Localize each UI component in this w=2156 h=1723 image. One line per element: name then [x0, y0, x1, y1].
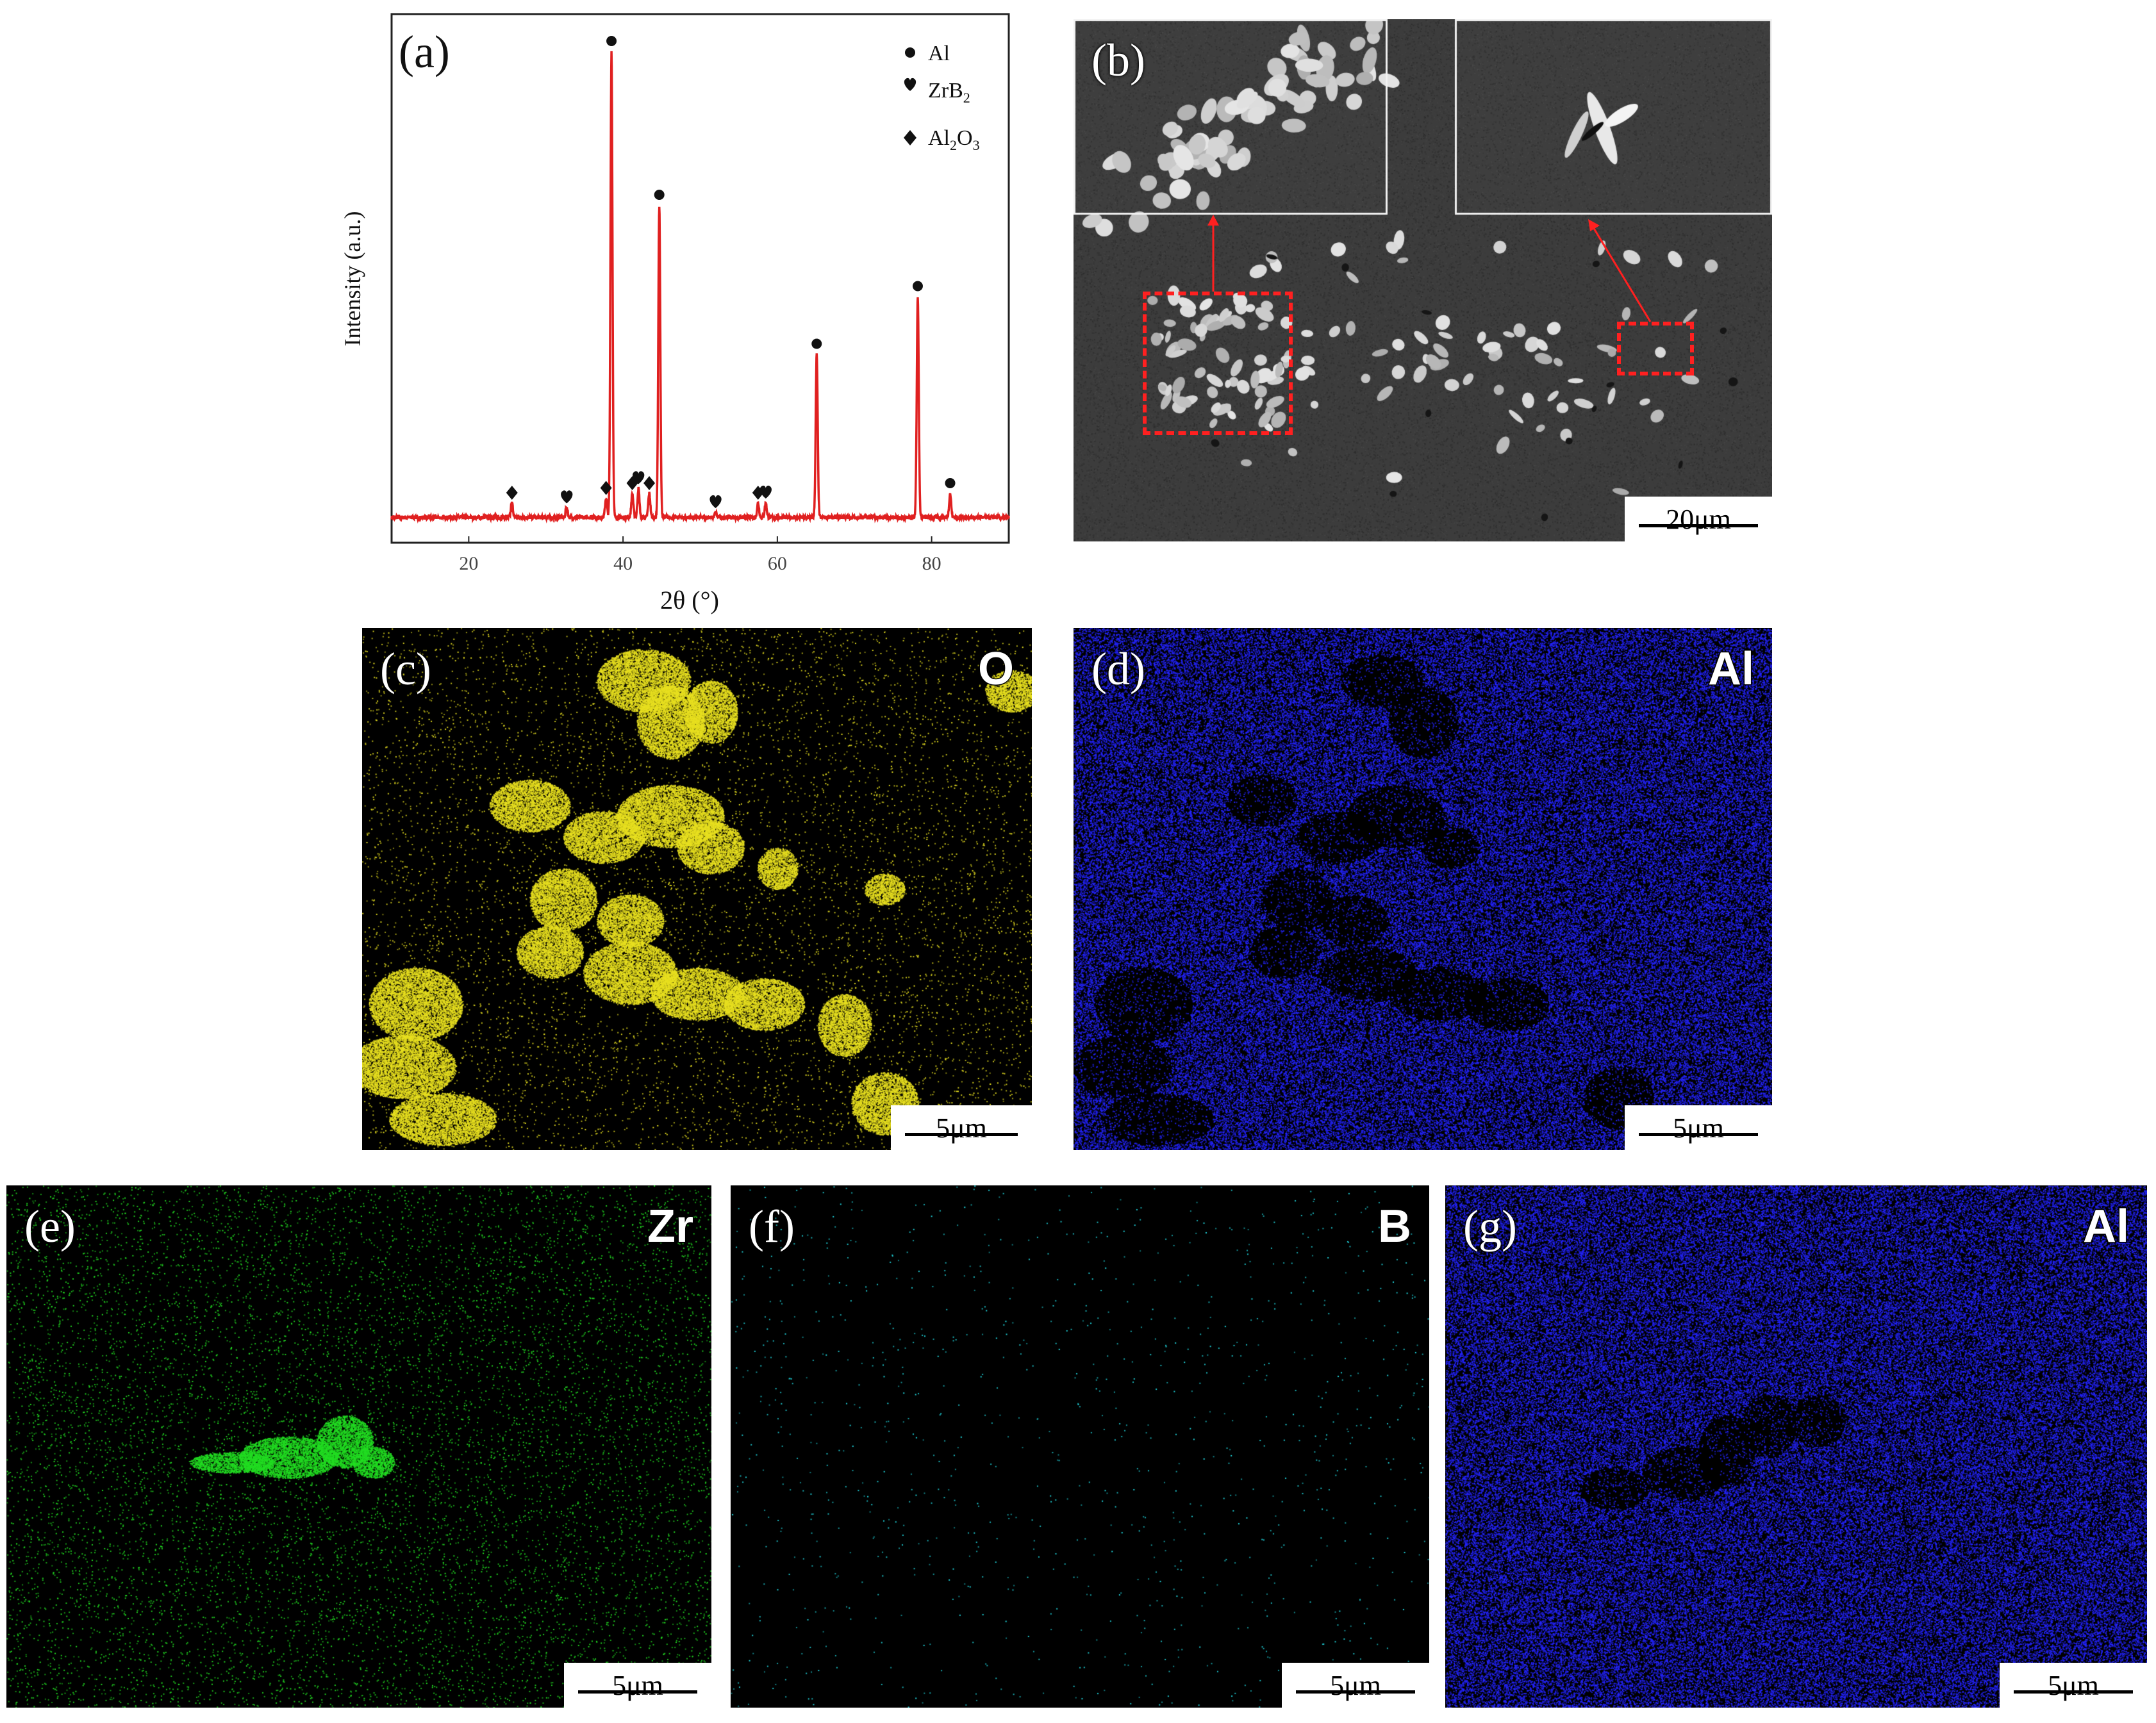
legend-label-al2o3: Al2O3 [928, 126, 980, 153]
peak-marker-al [654, 190, 665, 200]
panel-label: (c) [380, 643, 431, 695]
eds-image-zr [6, 1185, 711, 1708]
element-label: Zr [647, 1201, 695, 1252]
panel-label: (e) [24, 1201, 76, 1252]
scale-text: 20μm [1666, 504, 1731, 535]
peak-marker-zrb2 [709, 495, 722, 508]
xrd-panel: 20 40 60 80 (a) Intensity (a.u.) 2θ (°) Al … [340, 6, 1025, 622]
peak-markers [506, 36, 956, 508]
scale-line [2014, 1690, 2133, 1694]
arrow-head-left [1207, 215, 1219, 226]
scale-bar: 5μm [1282, 1663, 1429, 1708]
scale-bar: 5μm [564, 1663, 711, 1708]
panel-label: (f) [749, 1201, 795, 1252]
element-label: Al [1707, 643, 1755, 695]
x-tick-label: 40 [613, 553, 633, 574]
scale-bar: 5μm [1625, 1105, 1772, 1150]
eds-map-al-2: (g) Al 5μm [1445, 1185, 2147, 1708]
peak-marker-al [945, 478, 956, 488]
x-tick-label: 60 [768, 553, 787, 574]
element-label: O [977, 643, 1015, 695]
scale-line [1639, 524, 1758, 527]
legend-marker-heart [904, 78, 916, 91]
sem-image [1074, 19, 1772, 541]
arrow-line-right [1590, 224, 1652, 322]
element-label: B [1377, 1201, 1413, 1252]
plot-frame [390, 13, 1010, 544]
scale-line [905, 1133, 1018, 1136]
legend-label-zrb2: ZrB2 [928, 79, 970, 106]
xrd-chart: 20 40 60 80 (a) Intensity (a.u.) 2θ (°) Al … [340, 13, 1010, 614]
arrow-head-right [1588, 219, 1600, 231]
scale-text: 5μm [612, 1670, 663, 1701]
peak-marker-zrb2 [633, 471, 645, 484]
panel-label: (a) [399, 26, 450, 78]
panel-label: (d) [1091, 643, 1145, 695]
scale-text: 5μm [1673, 1112, 1724, 1144]
zoom-box-particles [1143, 292, 1293, 435]
eds-image-al [1074, 628, 1772, 1150]
scale-bar: 5μm [891, 1105, 1032, 1150]
eds-map-al: (d) Al 5μm [1074, 628, 1772, 1150]
x-tick-label: 20 [459, 553, 478, 574]
peak-marker-al2o3 [643, 476, 656, 490]
inset-arrows [1207, 215, 1652, 322]
y-axis-label: Intensity (a.u.) [340, 211, 365, 347]
peak-marker-zrb2 [561, 490, 573, 504]
eds-image-b [731, 1185, 1429, 1708]
peak-marker-zrb2 [759, 485, 772, 499]
scale-text: 5μm [936, 1112, 987, 1144]
zoom-box-crack [1617, 322, 1694, 375]
panel-label: (b) [1091, 35, 1145, 86]
scale-text: 5μm [2048, 1670, 2099, 1701]
eds-map-zr: (e) Zr 5μm [6, 1185, 711, 1708]
peak-marker-al [912, 281, 923, 292]
scale-bar: 5μm [2000, 1663, 2147, 1708]
legend-label-al: Al [928, 42, 950, 65]
eds-map-b: (f) B 5μm [731, 1185, 1429, 1708]
scale-text: 5μm [1330, 1670, 1381, 1701]
scale-line [1639, 1133, 1758, 1136]
element-label: Al [2082, 1201, 2130, 1252]
eds-image-al-2 [1445, 1185, 2147, 1708]
eds-map-o: (c) O 5μm [362, 628, 1032, 1150]
legend-marker-diamond [904, 130, 916, 145]
peak-marker-al2o3 [506, 486, 518, 500]
peak-marker-al [606, 36, 617, 46]
x-ticks: 20 40 60 80 [459, 536, 941, 574]
scale-line [578, 1690, 697, 1694]
peak-marker-al [811, 338, 822, 349]
x-tick-label: 80 [922, 553, 941, 574]
sem-panel: (b) 20μm [1074, 19, 1772, 541]
x-axis-label: 2θ (°) [660, 586, 719, 614]
xrd-series-line [390, 51, 1010, 524]
peak-marker-al2o3 [600, 481, 612, 495]
legend: Al ZrB2 Al2O3 [904, 42, 980, 153]
eds-image-o [362, 628, 1032, 1150]
scale-bar: 20μm [1625, 497, 1772, 541]
scale-line [1296, 1690, 1415, 1694]
panel-label: (g) [1463, 1201, 1517, 1252]
legend-marker-circle [905, 47, 915, 58]
